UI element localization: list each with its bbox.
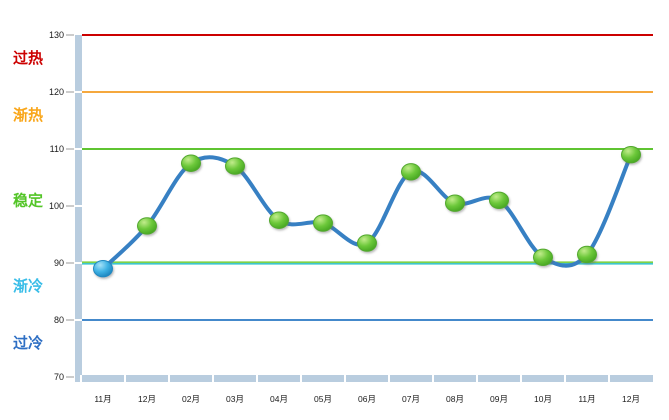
zone-label-cooling: 渐冷	[13, 277, 43, 295]
y-tick-label: 130	[49, 30, 64, 40]
x-band-gap	[168, 375, 170, 382]
x-band-gap	[608, 375, 610, 382]
zone-label-overheat: 过热	[13, 49, 43, 67]
x-axis-label: 06月	[358, 394, 376, 404]
data-point-12-12月[interactable]	[621, 146, 641, 164]
x-axis-band	[75, 375, 653, 382]
x-axis-label: 09月	[490, 394, 508, 404]
x-axis-label: 11月	[94, 394, 111, 404]
x-band-gap	[80, 375, 82, 382]
y-band-gap	[75, 262, 82, 264]
y-tick-label: 90	[54, 258, 64, 268]
zone-label-overcool: 过冷	[13, 334, 43, 352]
x-band-gap	[344, 375, 346, 382]
x-axis-label: 12月	[622, 394, 640, 404]
x-axis-label: 12月	[138, 394, 156, 404]
data-point-7-07月[interactable]	[401, 163, 421, 181]
y-tick-label: 120	[49, 87, 64, 97]
x-axis-label: 11月	[578, 394, 595, 404]
data-point-1-12月[interactable]	[137, 217, 157, 235]
data-point-10-10月[interactable]	[533, 248, 553, 266]
data-point-6-06月[interactable]	[357, 234, 377, 252]
data-point-11-11月[interactable]	[577, 245, 597, 264]
zone-label-warming: 渐热	[13, 106, 43, 124]
y-band-gap	[75, 205, 82, 207]
data-point-3-03月[interactable]	[225, 157, 245, 175]
y-axis-band	[75, 35, 82, 382]
x-axis-label: 07月	[402, 394, 420, 404]
data-point-5-05月[interactable]	[313, 214, 333, 232]
x-axis-label: 05月	[314, 394, 332, 404]
x-band-gap	[212, 375, 214, 382]
data-point-0-11月[interactable]	[93, 260, 113, 278]
y-band-gap	[75, 148, 82, 150]
y-tick-label: 70	[54, 372, 64, 382]
x-band-gap	[256, 375, 258, 382]
x-band-gap	[300, 375, 302, 382]
x-axis-label: 04月	[270, 394, 288, 404]
x-axis-label: 02月	[182, 394, 200, 404]
y-band-gap	[75, 91, 82, 93]
x-band-gap	[520, 375, 522, 382]
x-band-gap	[124, 375, 126, 382]
x-axis-label: 10月	[534, 394, 552, 404]
x-axis-label: 08月	[446, 394, 464, 404]
x-band-gap	[432, 375, 434, 382]
x-band-gap	[476, 375, 478, 382]
zone-label-stable: 稳定	[13, 192, 43, 210]
data-point-2-02月[interactable]	[181, 154, 201, 172]
y-tick-label: 100	[49, 201, 64, 211]
y-tick-label: 80	[54, 315, 64, 325]
y-band-gap	[75, 319, 82, 321]
x-band-gap	[388, 375, 390, 382]
data-point-4-04月[interactable]	[269, 211, 289, 229]
x-band-gap	[564, 375, 566, 382]
x-axis-label: 03月	[226, 394, 244, 404]
y-tick-label: 110	[50, 144, 64, 154]
data-point-9-09月[interactable]	[489, 191, 509, 210]
data-point-8-08月[interactable]	[445, 194, 465, 212]
